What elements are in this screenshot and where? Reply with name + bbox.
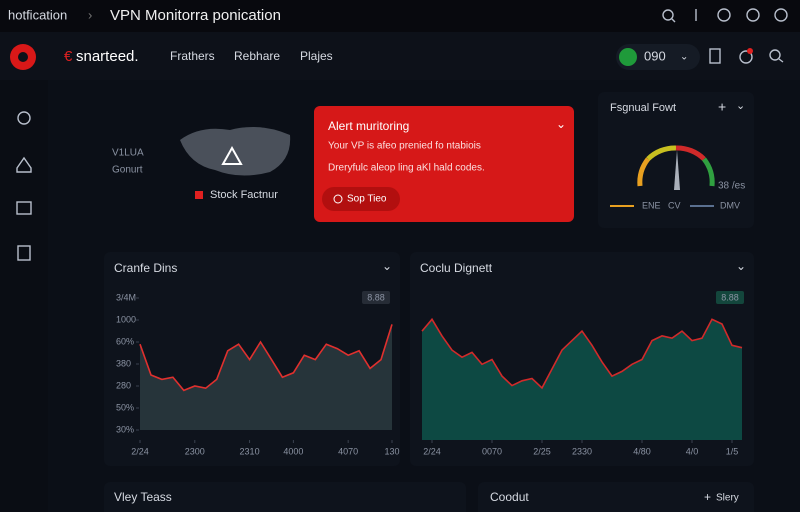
add-icon[interactable]: + bbox=[704, 490, 711, 504]
badge bbox=[716, 291, 744, 304]
area-fill bbox=[422, 319, 742, 440]
x-tick-label: 4/0 bbox=[686, 446, 699, 456]
alert-text: Your VP is afeo prenied fo ntabiois bbox=[328, 141, 481, 152]
x-tick-label: 2300 bbox=[185, 446, 205, 456]
button-icon bbox=[333, 194, 343, 204]
x-tick-label: 2330 bbox=[572, 446, 592, 456]
x-tick-label: 2/25 bbox=[533, 446, 551, 456]
gauge-legend: DMV bbox=[720, 200, 740, 210]
alert-button-label[interactable]: Sop Tieo bbox=[347, 194, 387, 205]
alert-text: Dreryfulc aleop ling aKl hald codes. bbox=[328, 163, 485, 174]
bottom-card bbox=[104, 482, 466, 512]
warning-icon bbox=[221, 145, 243, 165]
chart-title: Cranfe Dins bbox=[114, 261, 177, 275]
gauge-card bbox=[598, 92, 754, 228]
sidebar-icons[interactable] bbox=[16, 111, 32, 261]
sidebar bbox=[0, 80, 48, 512]
x-tick-label: 130 bbox=[384, 446, 399, 456]
x-tick-label: 0070 bbox=[482, 446, 502, 456]
alert-title: Alert muritoring bbox=[328, 119, 409, 133]
status-pill[interactable] bbox=[616, 44, 700, 70]
chart-title: Coclu Dignett bbox=[420, 261, 493, 275]
y-tick-label: 380 bbox=[116, 358, 131, 368]
chart-chevron[interactable]: ⌄ bbox=[736, 259, 746, 273]
gauge-title: Fsgnual Fowt bbox=[610, 102, 676, 114]
alert-button[interactable] bbox=[322, 187, 400, 211]
alert-chevron[interactable]: ⌄ bbox=[556, 117, 566, 131]
status-dot bbox=[619, 48, 637, 66]
bottom-title: Coodut bbox=[490, 490, 529, 504]
world-map bbox=[180, 126, 291, 176]
gauge-legend: ENE bbox=[642, 200, 661, 210]
map-legend: Stock Factnur bbox=[210, 189, 278, 201]
brand-mark: € bbox=[64, 48, 73, 65]
y-tick-label: 1000 bbox=[116, 314, 136, 324]
gauge-arc bbox=[637, 145, 715, 187]
window-title: VPN Monitorra ponication bbox=[110, 7, 281, 24]
nav-link[interactable]: Plajes bbox=[300, 49, 333, 63]
area-fill bbox=[140, 324, 392, 430]
gauge-needle bbox=[674, 150, 680, 190]
bottom-card bbox=[478, 482, 754, 512]
bottom-action[interactable]: Slery bbox=[716, 493, 739, 504]
badge-label: 8.88 bbox=[721, 292, 739, 302]
brand[interactable]: snarteed. bbox=[76, 48, 139, 65]
chevron: ⌄ bbox=[680, 52, 688, 63]
y-tick-label: 50% bbox=[116, 402, 134, 412]
bottom-title: Vley Teass bbox=[114, 490, 172, 504]
x-tick-label: 2/24 bbox=[131, 446, 149, 456]
add-button[interactable]: + bbox=[718, 99, 726, 115]
x-tick-label: 4000 bbox=[283, 446, 303, 456]
x-tick-label: 4070 bbox=[338, 446, 358, 456]
y-tick-label: 280 bbox=[116, 380, 131, 390]
window-label: hotfication bbox=[8, 7, 67, 22]
gauge-value: 38 /es bbox=[718, 181, 745, 192]
title-icons[interactable] bbox=[662, 8, 788, 23]
title-bar bbox=[0, 0, 800, 32]
x-tick-label: 2/24 bbox=[423, 446, 441, 456]
x-tick-label: 1/5 bbox=[726, 446, 739, 456]
separator: › bbox=[88, 7, 92, 22]
x-tick-label: 4/80 bbox=[633, 446, 651, 456]
y-tick-label: 3/4M bbox=[116, 292, 136, 302]
nav-icons[interactable] bbox=[709, 48, 784, 64]
notification-dot bbox=[747, 48, 753, 54]
area-line bbox=[139, 324, 393, 392]
logo-core bbox=[18, 52, 28, 62]
nav-link[interactable]: Frathers bbox=[170, 49, 215, 63]
map-label: Gonurt bbox=[112, 165, 143, 176]
status-value: 090 bbox=[644, 48, 666, 63]
x-tick-label: 2310 bbox=[240, 446, 260, 456]
gauge-legend: CV bbox=[668, 200, 681, 210]
area-line bbox=[421, 317, 743, 390]
chart-chevron[interactable]: ⌄ bbox=[382, 259, 392, 273]
legend-swatch bbox=[195, 191, 203, 199]
y-tick-label: 30% bbox=[116, 424, 134, 434]
badge bbox=[362, 291, 390, 304]
y-tick-label: 60% bbox=[116, 336, 134, 346]
nav-link[interactable]: Rebhare bbox=[234, 49, 280, 63]
map-label: V1LUA bbox=[112, 148, 144, 159]
badge-label: 8.88 bbox=[367, 292, 385, 302]
gauge-chevron[interactable]: ⌄ bbox=[736, 100, 745, 112]
